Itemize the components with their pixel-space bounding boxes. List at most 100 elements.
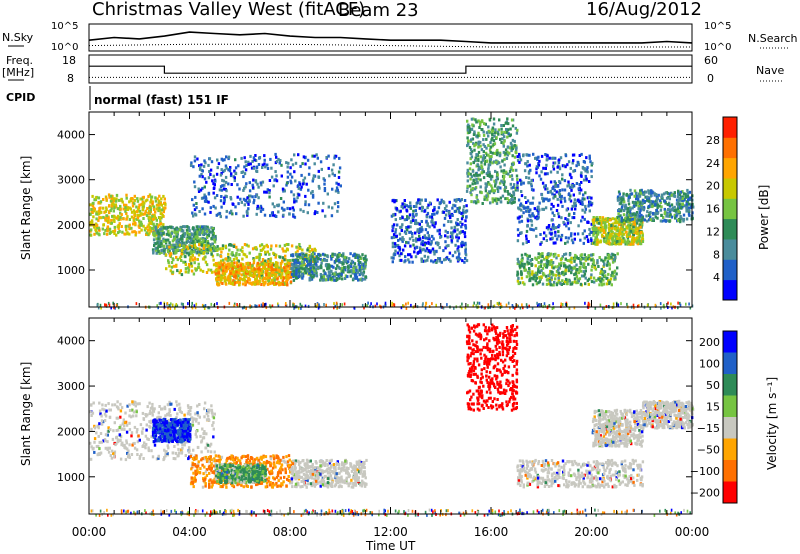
data-cell	[571, 241, 575, 245]
data-cell	[221, 247, 225, 251]
data-cell	[417, 198, 420, 202]
data-cell	[304, 200, 307, 204]
data-cell	[416, 229, 419, 233]
data-cell	[581, 208, 584, 212]
data-cell	[632, 230, 635, 234]
data-cell	[111, 230, 115, 234]
data-cell	[139, 212, 142, 216]
data-cell	[255, 256, 258, 260]
data-cell	[504, 148, 508, 152]
data-cell	[568, 197, 571, 201]
data-cell	[219, 254, 223, 258]
data-cell	[323, 258, 326, 262]
data-cell	[278, 161, 281, 165]
data-cell	[266, 276, 269, 280]
data-cell	[197, 262, 200, 266]
data-cell	[541, 252, 544, 256]
data-cell	[566, 240, 569, 244]
data-cell	[555, 256, 558, 260]
data-cell	[141, 203, 144, 207]
data-cell	[564, 277, 568, 281]
data-cell	[509, 200, 512, 204]
data-cell	[194, 212, 197, 216]
data-cell	[465, 215, 468, 219]
data-cell	[464, 253, 468, 257]
data-cell	[447, 258, 451, 262]
data-cell	[608, 218, 611, 222]
data-cell	[489, 157, 493, 161]
data-cell	[586, 257, 589, 261]
data-cell	[620, 209, 623, 213]
data-cell	[286, 248, 289, 252]
data-cell	[572, 266, 575, 270]
data-cell	[115, 233, 118, 237]
data-cell	[152, 249, 155, 253]
data-cell	[504, 197, 507, 201]
data-cell	[401, 202, 404, 206]
data-cell	[550, 232, 553, 236]
data-cell	[679, 196, 683, 200]
data-cell	[620, 221, 624, 225]
data-cell	[122, 207, 125, 211]
data-cell	[648, 191, 651, 195]
data-cell	[589, 160, 592, 164]
data-cell	[198, 164, 201, 168]
data-cell	[336, 201, 340, 204]
data-cell	[534, 264, 537, 268]
data-cell	[616, 266, 619, 270]
data-cell	[641, 240, 645, 243]
data-cell	[477, 119, 480, 123]
data-cell	[188, 229, 191, 233]
data-cell	[317, 175, 320, 179]
data-cell	[460, 244, 463, 248]
data-cell	[491, 126, 495, 130]
data-cell	[589, 231, 592, 234]
data-cell	[516, 181, 519, 185]
data-cell	[530, 262, 533, 266]
data-cell	[155, 203, 159, 207]
data-cell	[195, 225, 198, 229]
data-cell	[523, 206, 526, 210]
data-cell	[232, 279, 235, 283]
data-cell	[256, 204, 259, 208]
data-cell	[149, 208, 152, 212]
data-cell	[135, 217, 138, 221]
data-cell	[502, 177, 505, 181]
data-cell	[223, 272, 227, 276]
data-cell	[285, 243, 288, 246]
data-cell	[189, 259, 192, 263]
data-cell	[498, 161, 501, 165]
data-cell	[182, 260, 185, 264]
data-cell	[649, 199, 653, 203]
data-cell	[401, 236, 404, 240]
data-cell	[303, 257, 306, 261]
data-cell	[136, 199, 140, 203]
data-cell	[179, 241, 183, 245]
data-cell	[362, 267, 365, 270]
data-cell	[540, 259, 543, 263]
data-cell	[460, 225, 463, 229]
data-cell	[251, 264, 254, 268]
data-cell	[535, 276, 538, 280]
data-cell	[676, 207, 679, 211]
data-cell	[148, 193, 152, 197]
data-cell	[484, 186, 487, 190]
data-cell	[496, 190, 500, 193]
data-cell	[599, 216, 602, 220]
data-cell	[331, 172, 334, 176]
data-cell	[506, 201, 510, 205]
data-cell	[161, 208, 164, 212]
data-cell	[418, 206, 421, 210]
data-cell	[614, 256, 617, 259]
data-cell	[283, 269, 287, 273]
data-cell	[585, 156, 588, 160]
data-cell	[335, 186, 339, 190]
data-cell	[145, 214, 149, 217]
data-cell	[523, 282, 526, 286]
data-cell	[454, 243, 457, 247]
data-cell	[428, 225, 431, 229]
data-cell	[534, 271, 538, 275]
data-cell	[204, 225, 207, 229]
data-cell	[168, 264, 171, 268]
data-cell	[547, 282, 551, 286]
